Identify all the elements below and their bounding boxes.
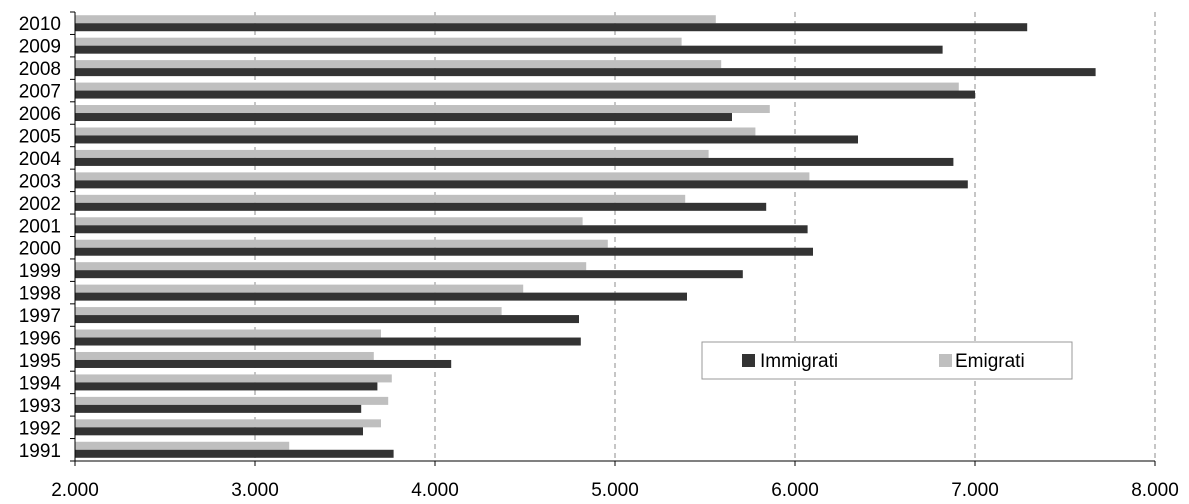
bar-emigrati	[75, 419, 381, 428]
bar-emigrati	[75, 82, 959, 91]
category-label: 2005	[19, 126, 61, 147]
bar-emigrati	[75, 262, 587, 271]
bar-immigrati	[75, 202, 767, 211]
category-label: 1994	[19, 373, 62, 394]
bar-immigrati	[75, 404, 362, 413]
bar-emigrati	[75, 127, 756, 136]
bar-immigrati	[75, 157, 954, 166]
bar-immigrati	[75, 270, 743, 279]
category-label: 1995	[19, 351, 61, 372]
bar-emigrati	[75, 396, 389, 405]
bar-immigrati	[75, 180, 968, 189]
category-label: 2008	[19, 59, 61, 80]
bar-immigrati	[75, 247, 813, 256]
x-tick-labels: 2.000 3.000 4.000 5.000 6.000 7.000 8.000	[51, 480, 1179, 501]
legend-swatch-immigrati	[742, 354, 755, 367]
category-labels: 1991199219931994199519961997199819992000…	[19, 14, 62, 462]
category-label: 2010	[19, 14, 61, 35]
bar-immigrati	[75, 113, 732, 122]
bar-emigrati	[75, 284, 524, 293]
grid-lines	[254, 12, 1156, 461]
category-label: 2004	[19, 149, 62, 170]
category-label: 2009	[19, 37, 61, 58]
x-tick-label: 2.000	[51, 480, 99, 501]
axes	[70, 11, 1156, 466]
category-label: 1998	[19, 284, 61, 305]
bar-immigrati	[75, 315, 579, 324]
bar-immigrati	[75, 292, 687, 301]
bar-emigrati	[75, 329, 381, 338]
category-label: 1999	[19, 261, 61, 282]
bar-immigrati	[75, 382, 378, 391]
bar-immigrati	[75, 23, 1028, 32]
legend-box	[701, 341, 1073, 380]
bar-emigrati	[75, 105, 770, 114]
bar-emigrati	[75, 172, 810, 181]
x-tick-label: 5.000	[591, 480, 639, 501]
bar-immigrati	[75, 90, 975, 99]
category-label: 2007	[19, 82, 61, 103]
x-tick-label: 7.000	[951, 480, 999, 501]
x-tick-label: 4.000	[411, 480, 459, 501]
category-label: 1996	[19, 329, 61, 350]
category-label: 1993	[19, 396, 61, 417]
x-tick-label: 3.000	[231, 480, 279, 501]
bar-immigrati	[75, 68, 1096, 77]
bar-emigrati	[75, 239, 608, 248]
category-label: 2000	[19, 239, 61, 260]
bars	[75, 15, 1096, 458]
bar-emigrati	[75, 441, 290, 450]
category-label: 1991	[19, 441, 61, 462]
category-label: 2002	[19, 194, 61, 215]
bar-emigrati	[75, 374, 392, 383]
legend-swatch-emigrati	[939, 354, 952, 367]
legend-label-immigrati: Immigrati	[760, 351, 838, 372]
category-label: 2006	[19, 104, 61, 125]
x-tick-label: 8.000	[1131, 480, 1179, 501]
bar-emigrati	[75, 307, 502, 316]
category-label: 1997	[19, 306, 61, 327]
bar-immigrati	[75, 359, 452, 368]
bar-emigrati	[75, 15, 716, 24]
bar-immigrati	[75, 449, 394, 458]
legend-label-emigrati: Emigrati	[955, 351, 1025, 372]
bar-immigrati	[75, 135, 858, 144]
bar-immigrati	[75, 427, 363, 436]
bar-emigrati	[75, 194, 686, 203]
bar-emigrati	[75, 60, 722, 69]
category-label: 1992	[19, 418, 61, 439]
bar-immigrati	[75, 45, 943, 54]
bar-emigrati	[75, 149, 709, 158]
legend: Immigrati Emigrati	[701, 341, 1073, 380]
bar-emigrati	[75, 351, 374, 360]
x-tick-label: 6.000	[771, 480, 819, 501]
bar-emigrati	[75, 217, 583, 226]
category-label: 2001	[19, 216, 61, 237]
bar-emigrati	[75, 37, 682, 46]
category-label: 2003	[19, 171, 61, 192]
bar-immigrati	[75, 225, 808, 234]
bar-immigrati	[75, 337, 581, 346]
